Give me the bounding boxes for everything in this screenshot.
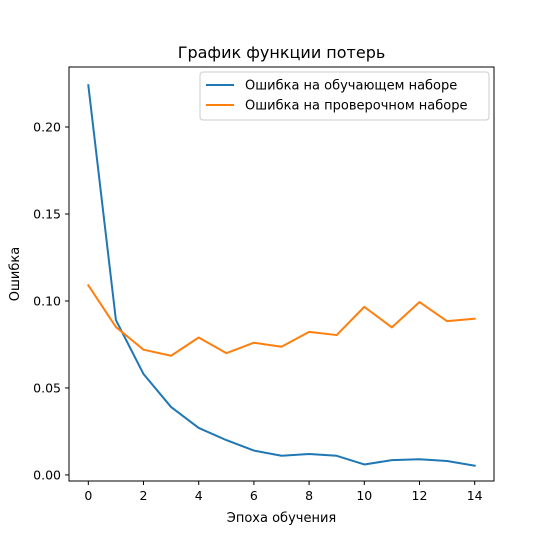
plot-frame [68,66,495,482]
x-axis-label: Эпоха обучения [227,511,336,526]
series-layer [86,84,476,467]
x-tick-label: 10 [356,488,372,503]
y-tick-label: 0.00 [33,467,61,482]
legend: Ошибка на обучающем наборе Ошибка на про… [199,71,490,121]
legend-label-validation: Ошибка на проверочном наборе [245,99,467,114]
legend-box [199,71,490,121]
chart-title: График функции потерь [178,43,386,62]
x-tick-label: 2 [140,488,148,503]
x-tick-label: 4 [195,488,203,503]
legend-label-train: Ошибка на обучающем наборе [245,79,457,94]
x-tick-label: 12 [412,488,428,503]
x-tick-label: 14 [467,488,483,503]
y-tick-label: 0.20 [33,120,61,135]
x-tick-label: 8 [305,488,313,503]
series-line-0 [87,84,476,467]
series-line-1 [86,283,476,357]
y-axis: 0.00 0.05 0.10 0.15 0.20 [33,120,69,482]
x-tick-label: 0 [84,488,92,503]
plot-area [68,66,495,482]
x-tick-label: 6 [250,488,258,503]
y-tick-label: 0.15 [33,206,61,221]
y-axis-label: Ошибка [8,247,23,301]
x-axis: 0 2 4 6 8 10 12 14 [84,481,483,503]
y-tick-label: 0.05 [33,380,61,395]
y-tick-label: 0.10 [33,293,61,308]
